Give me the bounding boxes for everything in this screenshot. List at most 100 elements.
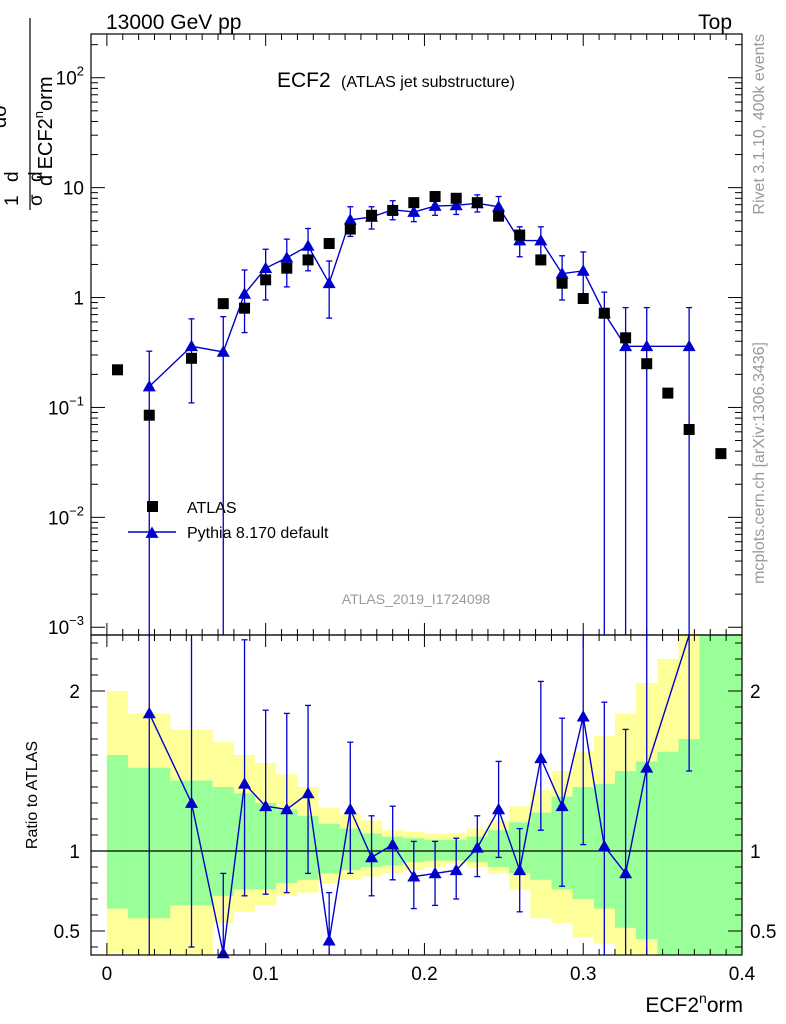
ylabel-prefix-fraction: 1 σ: [2, 190, 47, 206]
atlas-point: [112, 364, 124, 376]
atlas-point: [598, 307, 610, 319]
pythia-point: [238, 287, 252, 299]
pythia-point: [259, 261, 273, 274]
main-data-marks: [112, 191, 727, 635]
band-green-bin: [318, 823, 340, 874]
ratio-y-tick-label-right: 2: [750, 682, 761, 703]
pythia-ratio-point: [513, 863, 527, 876]
y-tick-label: 10−1: [48, 393, 84, 419]
pythia-point: [640, 339, 654, 352]
pythia-ratio-point: [449, 863, 463, 876]
pythia-ratio-point: [534, 751, 548, 764]
plot-title: ECF2: [277, 69, 331, 92]
pythia-point: [407, 205, 421, 217]
pythia-point: [682, 339, 696, 352]
ratio-y-tick-label-left: 2: [69, 682, 80, 703]
atlas-point: [387, 204, 399, 216]
legend-atlas-label: ATLAS: [187, 500, 237, 517]
atlas-point: [535, 254, 547, 266]
pythia-point: [428, 199, 442, 211]
pythia-ratio-point: [343, 802, 357, 815]
pythia-line: [148, 202, 690, 388]
atlas-point: [556, 277, 568, 289]
atlas-point: [143, 409, 155, 421]
pythia-ratio-point: [185, 796, 199, 808]
x-axis-label: ECF2norm: [645, 990, 743, 1017]
pythia-ratio-point: [407, 870, 421, 882]
pythia-point: [555, 267, 569, 279]
atlas-point: [344, 223, 356, 235]
pythia-point: [322, 276, 336, 289]
x-tick-label: 0.4: [729, 964, 756, 985]
band-green-bin: [212, 787, 234, 896]
pythia-ratio-point: [576, 710, 590, 722]
ratio-axes: 0 0.1 0.2 0.3 0.4 0.5 0.5 1 1 2 2: [54, 635, 776, 985]
header-left: 13000 GeV pp: [106, 11, 241, 34]
ylabel-d-fraction: d d: [2, 166, 47, 182]
y-tick-label: 10: [63, 179, 84, 200]
atlas-point: [450, 192, 462, 204]
pythia-point: [619, 339, 633, 352]
pythia-ratio-point: [216, 946, 230, 959]
main-frame: [90, 33, 743, 636]
ratio-y-tick-label-right: 1: [750, 842, 761, 863]
atlas-point: [408, 197, 420, 209]
pythia-ratio-point: [142, 706, 156, 719]
pythia-ratio-point: [640, 761, 654, 773]
pythia-ratio-point: [492, 802, 506, 815]
main-y-axis-label: 1 σ d d dσ d ECF2norm: [0, 18, 57, 210]
ratio-y-tick-label-right: 0.5: [750, 922, 776, 943]
atlas-point: [493, 210, 505, 222]
band-green-bin: [657, 751, 679, 955]
analysis-watermark: ATLAS_2019_I1724098: [342, 591, 491, 607]
pythia-ratio-point: [322, 934, 336, 946]
band-green-bin: [530, 812, 552, 880]
atlas-point: [577, 293, 589, 305]
x-tick-label: 0.3: [570, 964, 596, 985]
pythia-point: [534, 234, 548, 246]
pythia-ratio-point: [555, 799, 569, 812]
pythia-point: [185, 339, 199, 352]
legend-pythia-label: Pythia 8.170 default: [187, 525, 329, 542]
pythia-point: [216, 345, 230, 357]
band-green-bin: [106, 755, 128, 909]
atlas-point: [620, 332, 632, 344]
band-green-bin: [678, 739, 700, 955]
pythia-ratio-point: [597, 839, 611, 852]
atlas-point: [683, 423, 695, 435]
atlas-point: [471, 197, 483, 209]
pythia-ratio-line: [148, 634, 690, 954]
main-axes: 10−3 10−2 10−1 1 10 102: [48, 34, 743, 639]
atlas-point: [641, 358, 653, 370]
ylabel-main-fraction: dσ d ECF2norm: [0, 77, 57, 187]
atlas-point: [715, 448, 727, 460]
atlas-point: [323, 238, 335, 250]
pythia-point: [492, 200, 506, 212]
atlas-point: [217, 298, 229, 310]
mcplots-reference-label: mcplots.cern.ch [arXiv:1306.3436]: [751, 342, 768, 584]
y-tick-label: 1: [73, 289, 84, 310]
pythia-ratio-point: [619, 866, 633, 879]
pythia-point: [142, 380, 156, 392]
pythia-ratio-point: [238, 777, 252, 789]
atlas-point: [514, 229, 526, 241]
header-right: Top: [698, 11, 732, 34]
pythia-point: [449, 198, 463, 211]
ratio-data-marks: [142, 634, 693, 959]
pythia-point: [301, 239, 315, 251]
pythia-ratio-point: [280, 802, 294, 815]
pythia-ratio-point: [386, 838, 400, 850]
ratio-y-tick-label-left: 0.5: [54, 922, 80, 943]
y-tick-label: 102: [56, 64, 84, 90]
legend: ATLAS Pythia 8.170 default: [128, 500, 329, 542]
ratio-y-axis-label: Ratio to ATLAS: [24, 741, 41, 849]
pythia-ratio-point: [259, 799, 273, 812]
y-tick-label: 10−3: [48, 613, 84, 639]
atlas-point: [260, 274, 272, 286]
pythia-ratio-point: [301, 786, 315, 799]
atlas-point: [239, 302, 251, 314]
pythia-ratio-point: [365, 850, 379, 863]
band-green-bin: [699, 635, 742, 955]
x-tick-label: 0.2: [411, 964, 437, 985]
